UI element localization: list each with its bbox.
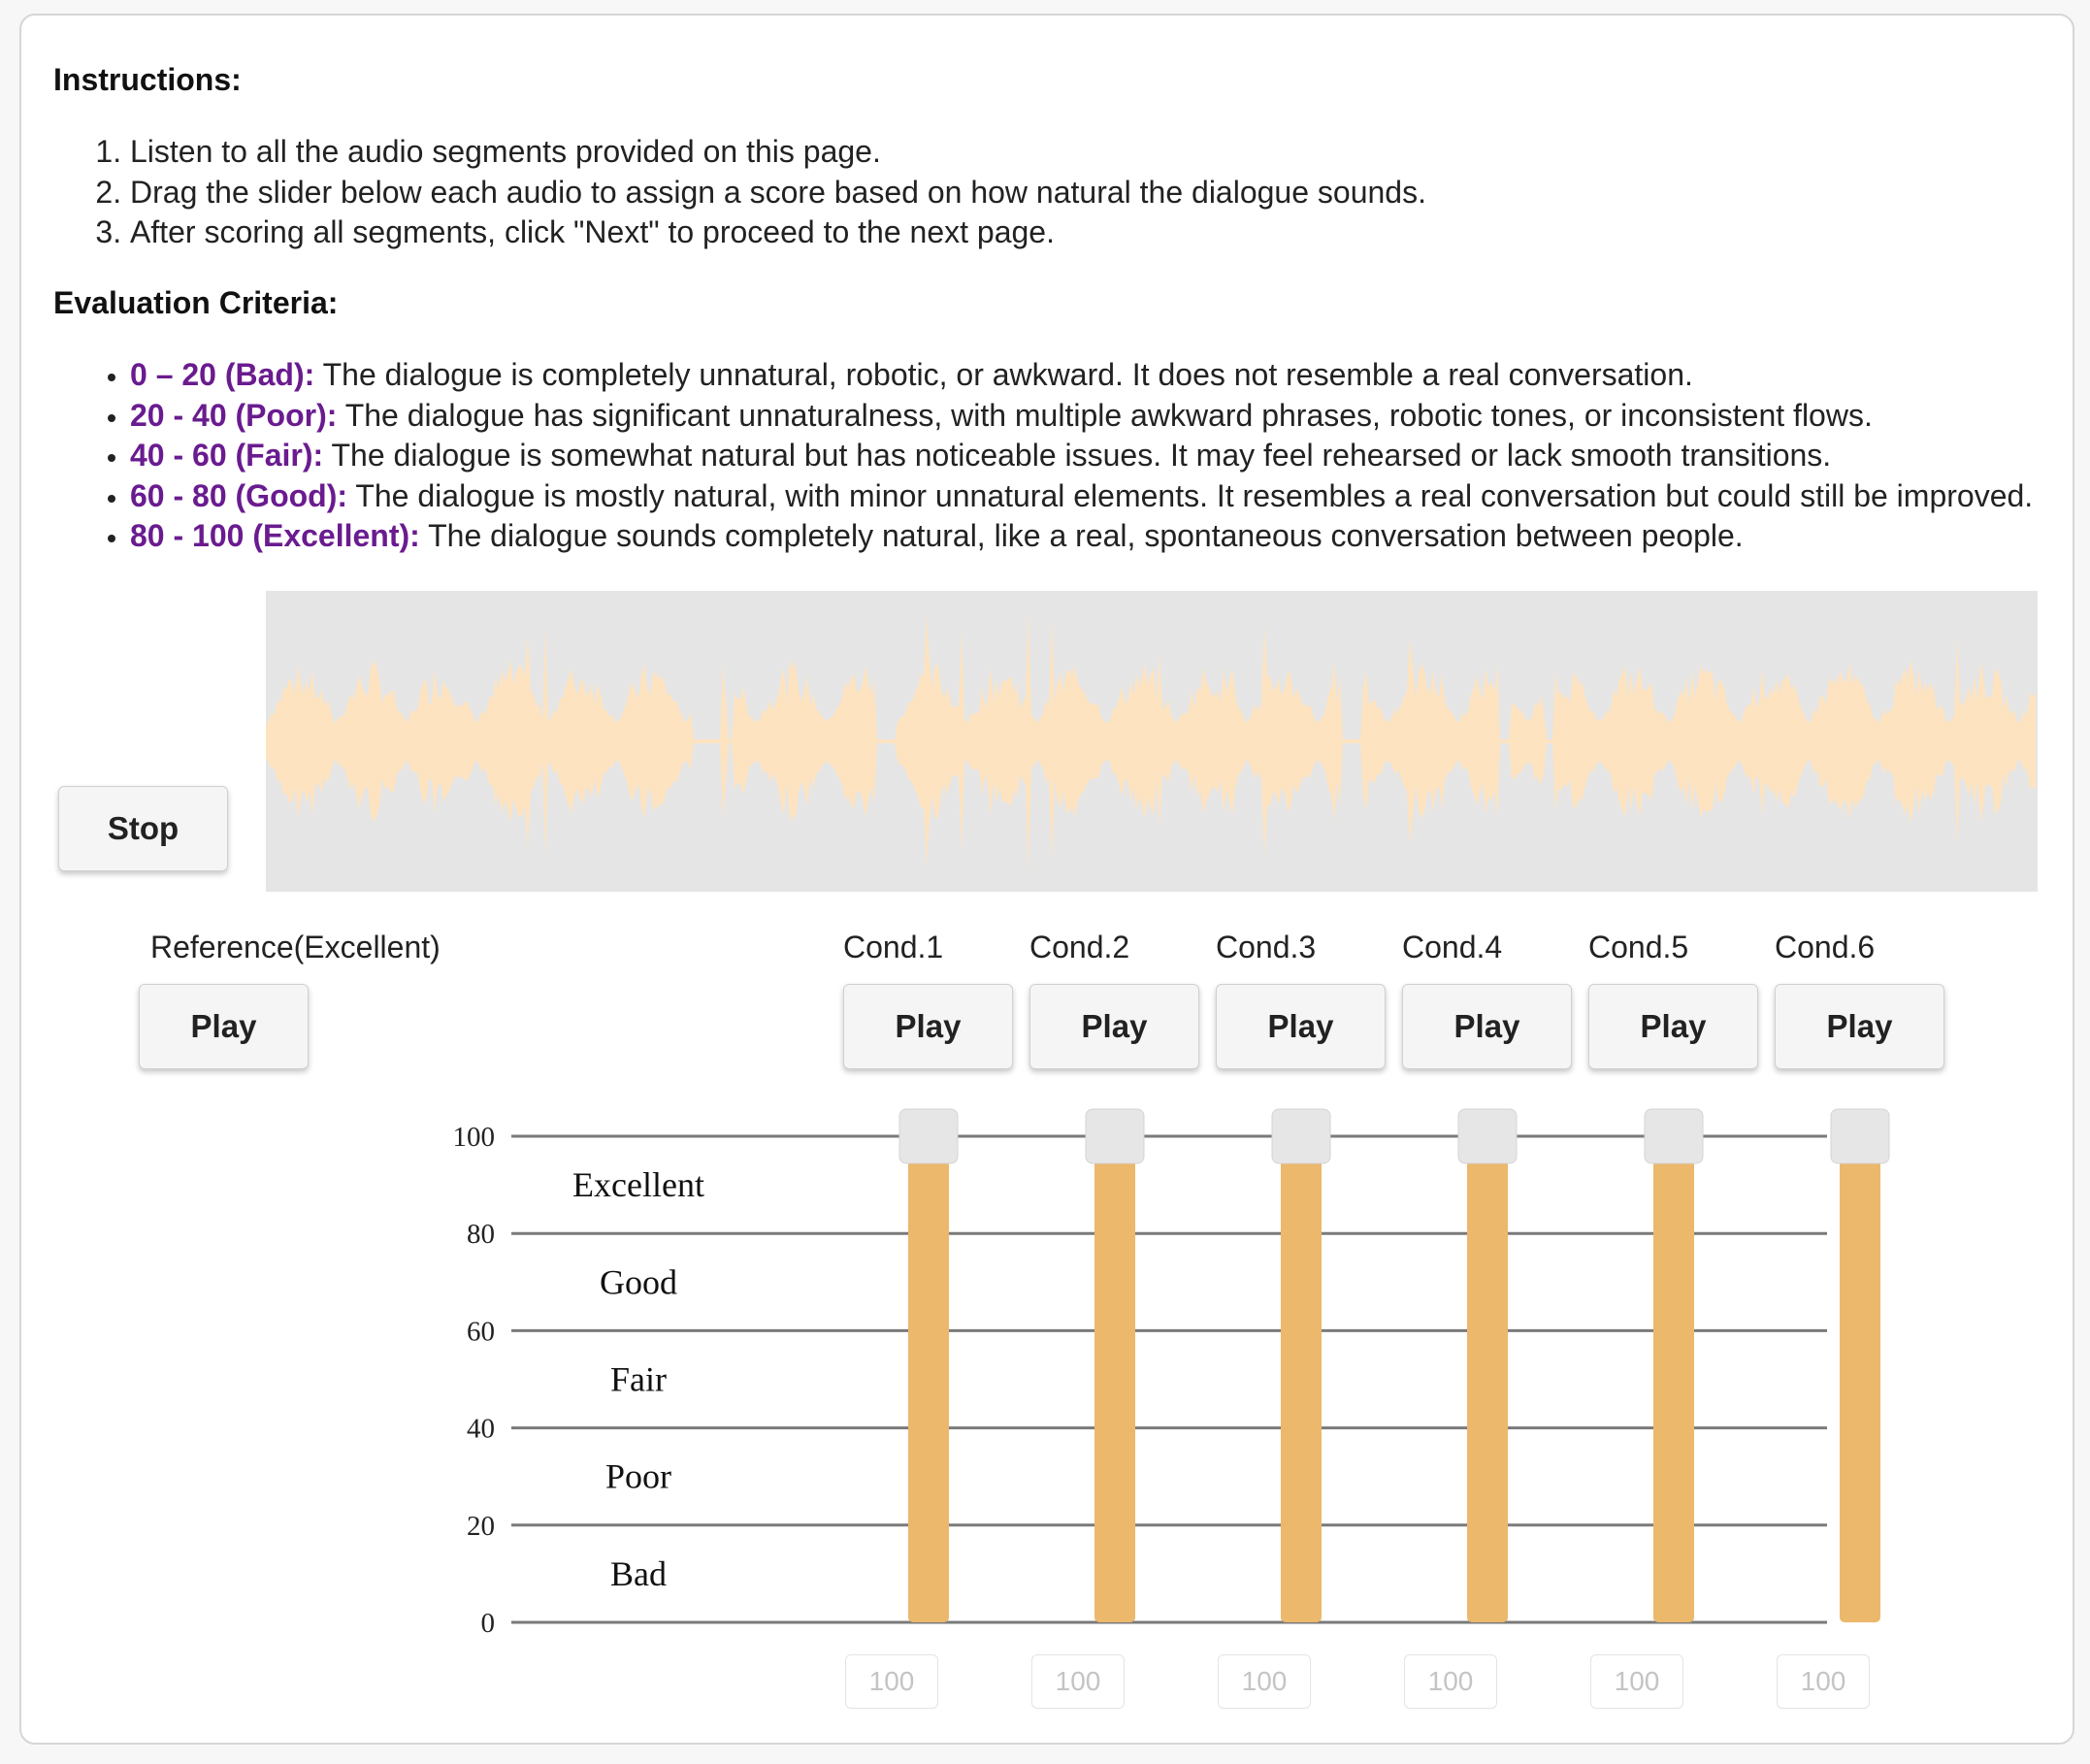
cond-2-label: Cond.2 xyxy=(1029,930,1130,964)
cond-6-score-input[interactable]: 100 xyxy=(1777,1654,1870,1709)
stop-button[interactable]: Stop xyxy=(58,786,228,871)
criteria-item: 80 - 100 (Excellent): The dialogue sound… xyxy=(130,516,2033,557)
cond-3-score-input[interactable]: 100 xyxy=(1218,1654,1311,1709)
instruction-step: Listen to all the audio segments provide… xyxy=(130,132,1426,173)
criteria-text: The dialogue is somewhat natural but has… xyxy=(323,438,1832,473)
criteria-text: The dialogue sounds completely natural, … xyxy=(419,518,1744,553)
cond-2-score-input[interactable]: 100 xyxy=(1031,1654,1125,1709)
slider-thumb[interactable] xyxy=(1085,1108,1145,1164)
cond-4-score-input[interactable]: 100 xyxy=(1404,1654,1497,1709)
instruction-step: After scoring all segments, click "Next"… xyxy=(130,212,1426,253)
cond-4-label: Cond.4 xyxy=(1402,930,1503,964)
criteria-range: 40 - 60 (Fair): xyxy=(130,438,324,473)
criteria-text: The dialogue has significant unnaturalne… xyxy=(337,397,1873,433)
criteria-item: 0 – 20 (Bad): The dialogue is completely… xyxy=(130,355,2033,396)
cond-5-score-input[interactable]: 100 xyxy=(1590,1654,1683,1709)
criteria-range: 80 - 100 (Excellent): xyxy=(130,518,420,553)
slider-thumb[interactable] xyxy=(1271,1108,1331,1164)
cond-1-play-button[interactable]: Play xyxy=(843,984,1013,1069)
criteria-range: 20 - 40 (Poor): xyxy=(130,397,338,433)
criteria-range: 60 - 80 (Good): xyxy=(130,477,348,513)
criteria-text: The dialogue is mostly natural, with min… xyxy=(347,477,2034,513)
reference-play-button[interactable]: Play xyxy=(139,984,309,1069)
instruction-step: Drag the slider below each audio to assi… xyxy=(130,173,1426,213)
criteria-list: 0 – 20 (Bad): The dialogue is completely… xyxy=(93,355,2033,557)
reference-label: Reference(Excellent) xyxy=(150,930,441,964)
cond-1-label: Cond.1 xyxy=(843,930,944,964)
criteria-range: 0 – 20 (Bad): xyxy=(130,357,315,392)
cond-2-play-button[interactable]: Play xyxy=(1029,984,1199,1069)
cond-6-label: Cond.6 xyxy=(1775,930,1876,964)
slider-thumb[interactable] xyxy=(898,1108,959,1164)
slider-thumb[interactable] xyxy=(1457,1108,1518,1164)
slider-thumb[interactable] xyxy=(1830,1108,1890,1164)
instructions-list: Listen to all the audio segments provide… xyxy=(93,132,1426,253)
audio-waveform[interactable] xyxy=(266,591,2038,892)
criteria-item: 40 - 60 (Fair): The dialogue is somewhat… xyxy=(130,436,2033,476)
criteria-item: 60 - 80 (Good): The dialogue is mostly n… xyxy=(130,476,2033,517)
cond-3-play-button[interactable]: Play xyxy=(1216,984,1386,1069)
cond-6-play-button[interactable]: Play xyxy=(1775,984,1944,1069)
cond-5-label: Cond.5 xyxy=(1588,930,1689,964)
cond-3-label: Cond.3 xyxy=(1216,930,1317,964)
criteria-text: The dialogue is completely unnatural, ro… xyxy=(314,357,1693,392)
instructions-heading: Instructions: xyxy=(53,62,242,97)
cond-1-score-input[interactable]: 100 xyxy=(845,1654,938,1709)
cond-5-play-button[interactable]: Play xyxy=(1588,984,1758,1069)
slider-thumb[interactable] xyxy=(1644,1108,1704,1164)
criteria-heading: Evaluation Criteria: xyxy=(53,285,339,320)
criteria-item: 20 - 40 (Poor): The dialogue has signifi… xyxy=(130,396,2033,437)
cond-4-play-button[interactable]: Play xyxy=(1402,984,1572,1069)
waveform-graphic xyxy=(266,608,2036,874)
